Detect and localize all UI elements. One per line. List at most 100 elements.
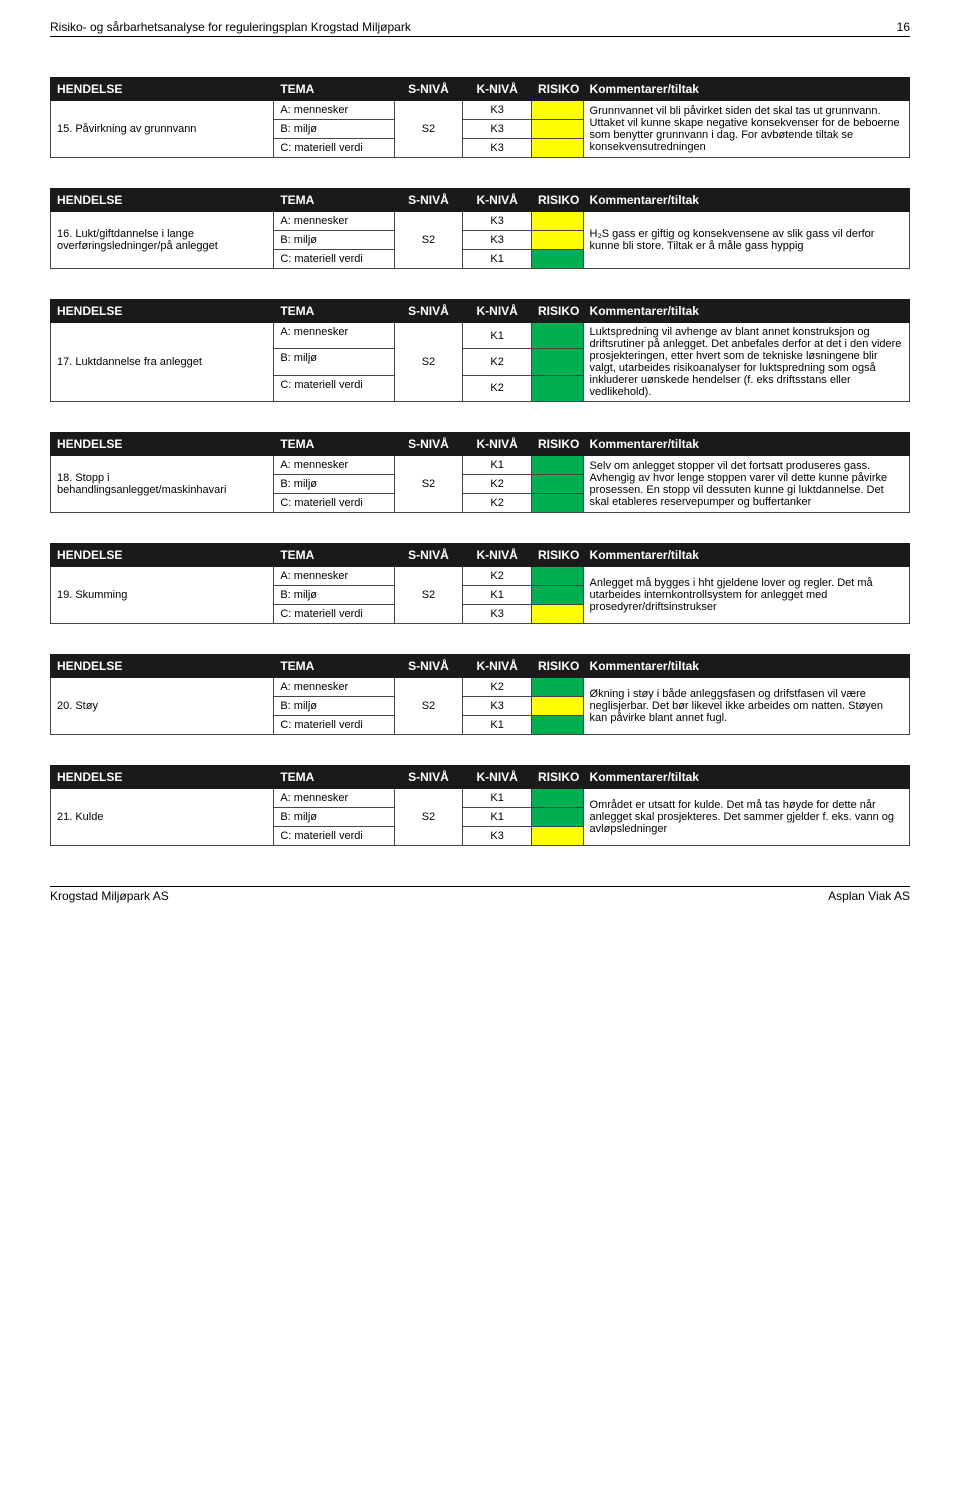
- kniva-cell: K3: [463, 827, 532, 846]
- col-event: HENDELSE: [51, 78, 274, 101]
- tema-cell: C: materiell verdi: [274, 250, 394, 269]
- col-risiko: RISIKO: [532, 78, 584, 101]
- col-tema: TEMA: [274, 766, 394, 789]
- kniva-cell: K1: [463, 456, 532, 475]
- tema-cell: C: materiell verdi: [274, 716, 394, 735]
- col-risiko: RISIKO: [532, 433, 584, 456]
- risk-cell: [532, 101, 584, 120]
- tema-cell: C: materiell verdi: [274, 827, 394, 846]
- footer-right: Asplan Viak AS: [828, 889, 910, 903]
- comment-cell: Området er utsatt for kulde. Det må tas …: [583, 789, 909, 846]
- tema-cell: B: miljø: [274, 231, 394, 250]
- col-tema: TEMA: [274, 300, 394, 323]
- tables-container: HENDELSETEMAS-NIVÅK-NIVÅRISIKOKommentare…: [50, 77, 910, 846]
- sniva-cell: S2: [394, 212, 463, 269]
- col-comment: Kommentarer/tiltak: [583, 433, 909, 456]
- tema-cell: A: mennesker: [274, 212, 394, 231]
- col-comment: Kommentarer/tiltak: [583, 655, 909, 678]
- kniva-cell: K2: [463, 567, 532, 586]
- risk-cell: [532, 827, 584, 846]
- comment-cell: Økning i støy i både anleggsfasen og dri…: [583, 678, 909, 735]
- risk-cell: [532, 250, 584, 269]
- event-table: HENDELSETEMAS-NIVÅK-NIVÅRISIKOKommentare…: [50, 765, 910, 846]
- risk-cell: [532, 716, 584, 735]
- tema-cell: B: miljø: [274, 697, 394, 716]
- kniva-cell: K2: [463, 494, 532, 513]
- event-label: 16. Lukt/giftdannelse i lange overføring…: [51, 212, 274, 269]
- col-sniva: S-NIVÅ: [394, 433, 463, 456]
- risk-cell: [532, 231, 584, 250]
- risk-cell: [532, 139, 584, 158]
- col-tema: TEMA: [274, 544, 394, 567]
- event-table: HENDELSETEMAS-NIVÅK-NIVÅRISIKOKommentare…: [50, 188, 910, 269]
- col-kniva: K-NIVÅ: [463, 78, 532, 101]
- risk-cell: [532, 808, 584, 827]
- kniva-cell: K3: [463, 139, 532, 158]
- col-comment: Kommentarer/tiltak: [583, 300, 909, 323]
- risk-cell: [532, 678, 584, 697]
- col-kniva: K-NIVÅ: [463, 189, 532, 212]
- sniva-cell: S2: [394, 323, 463, 402]
- col-risiko: RISIKO: [532, 300, 584, 323]
- sniva-cell: S2: [394, 456, 463, 513]
- doc-title: Risiko- og sårbarhetsanalyse for reguler…: [50, 20, 411, 34]
- risk-cell: [532, 567, 584, 586]
- event-label: 18. Stopp i behandlingsanlegget/maskinha…: [51, 456, 274, 513]
- event-table: HENDELSETEMAS-NIVÅK-NIVÅRISIKOKommentare…: [50, 432, 910, 513]
- tema-cell: B: miljø: [274, 349, 394, 375]
- col-kniva: K-NIVÅ: [463, 655, 532, 678]
- col-kniva: K-NIVÅ: [463, 544, 532, 567]
- kniva-cell: K1: [463, 716, 532, 735]
- sniva-cell: S2: [394, 789, 463, 846]
- col-tema: TEMA: [274, 189, 394, 212]
- risk-cell: [532, 349, 584, 375]
- kniva-cell: K1: [463, 250, 532, 269]
- risk-cell: [532, 586, 584, 605]
- col-kniva: K-NIVÅ: [463, 300, 532, 323]
- comment-cell: Grunnvannet vil bli påvirket siden det s…: [583, 101, 909, 158]
- col-comment: Kommentarer/tiltak: [583, 544, 909, 567]
- tema-cell: A: mennesker: [274, 456, 394, 475]
- risk-cell: [532, 375, 584, 401]
- col-risiko: RISIKO: [532, 655, 584, 678]
- kniva-cell: K2: [463, 375, 532, 401]
- kniva-cell: K2: [463, 349, 532, 375]
- event-table: HENDELSETEMAS-NIVÅK-NIVÅRISIKOKommentare…: [50, 77, 910, 158]
- kniva-cell: K2: [463, 678, 532, 697]
- event-label: 15. Påvirkning av grunnvann: [51, 101, 274, 158]
- kniva-cell: K3: [463, 231, 532, 250]
- tema-cell: A: mennesker: [274, 567, 394, 586]
- tema-cell: C: materiell verdi: [274, 605, 394, 624]
- comment-cell: Selv om anlegget stopper vil det fortsat…: [583, 456, 909, 513]
- risk-cell: [532, 212, 584, 231]
- kniva-cell: K1: [463, 789, 532, 808]
- col-comment: Kommentarer/tiltak: [583, 766, 909, 789]
- event-table: HENDELSETEMAS-NIVÅK-NIVÅRISIKOKommentare…: [50, 654, 910, 735]
- col-sniva: S-NIVÅ: [394, 78, 463, 101]
- kniva-cell: K3: [463, 605, 532, 624]
- tema-cell: B: miljø: [274, 808, 394, 827]
- col-event: HENDELSE: [51, 766, 274, 789]
- page-footer: Krogstad Miljøpark AS Asplan Viak AS: [50, 886, 910, 903]
- tema-cell: A: mennesker: [274, 678, 394, 697]
- col-tema: TEMA: [274, 433, 394, 456]
- col-comment: Kommentarer/tiltak: [583, 78, 909, 101]
- kniva-cell: K3: [463, 212, 532, 231]
- col-event: HENDELSE: [51, 300, 274, 323]
- col-sniva: S-NIVÅ: [394, 655, 463, 678]
- col-comment: Kommentarer/tiltak: [583, 189, 909, 212]
- risk-cell: [532, 456, 584, 475]
- col-risiko: RISIKO: [532, 544, 584, 567]
- event-label: 19. Skumming: [51, 567, 274, 624]
- sniva-cell: S2: [394, 101, 463, 158]
- tema-cell: C: materiell verdi: [274, 375, 394, 401]
- col-kniva: K-NIVÅ: [463, 433, 532, 456]
- tema-cell: C: materiell verdi: [274, 139, 394, 158]
- col-event: HENDELSE: [51, 655, 274, 678]
- risk-cell: [532, 494, 584, 513]
- event-label: 20. Støy: [51, 678, 274, 735]
- risk-cell: [532, 475, 584, 494]
- event-table: HENDELSETEMAS-NIVÅK-NIVÅRISIKOKommentare…: [50, 543, 910, 624]
- col-tema: TEMA: [274, 78, 394, 101]
- tema-cell: B: miljø: [274, 586, 394, 605]
